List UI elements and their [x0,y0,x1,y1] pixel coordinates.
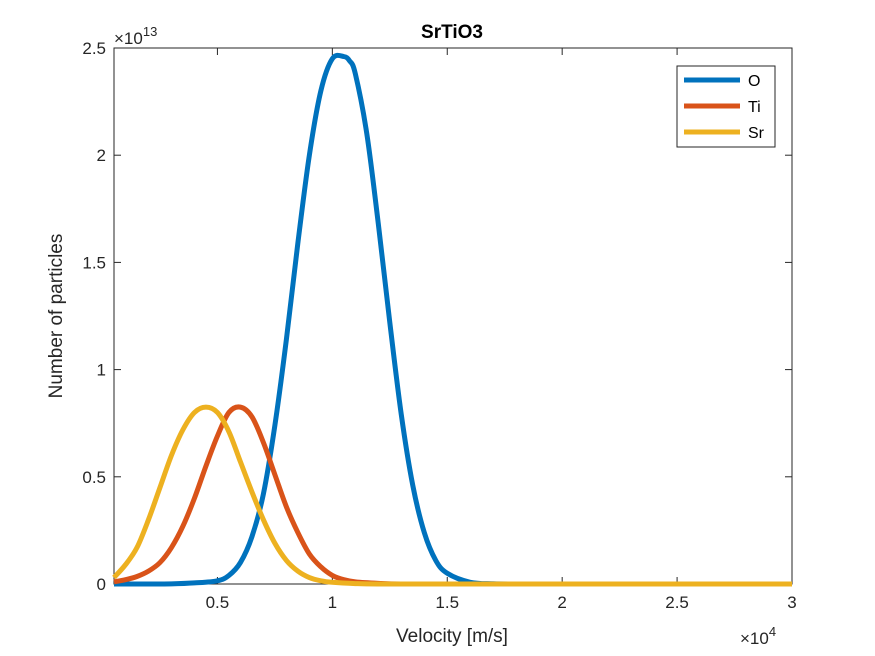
chart-title: SrTiO3 [421,22,483,43]
y-axis-ticks: 0 0.5 1 1.5 2 2.5 [82,39,792,594]
x-multiplier-base: ×10 [740,629,769,648]
y-multiplier-base: ×10 [114,29,143,48]
y-axis-multiplier: ×1013 [114,24,157,48]
x-tick-label: 0.5 [206,593,230,612]
y-tick-label: 1.5 [82,253,106,272]
y-axis-label: Number of particles [46,234,67,399]
legend-label-o: O [748,73,760,90]
svg-text:×104: ×104 [740,624,776,648]
x-axis-label: Velocity [m/s] [396,626,508,647]
series-line-ti [113,404,792,587]
x-multiplier-exponent: 4 [769,624,776,639]
x-tick-label: 3 [787,593,796,612]
y-tick-label: 2.5 [82,39,106,58]
x-tick-label: 2 [557,593,566,612]
x-tick-label: 1 [328,593,337,612]
y-tick-label: 1 [97,361,106,380]
y-tick-label: 0 [97,575,106,594]
y-tick-label: 0.5 [82,468,106,487]
x-tick-label: 2.5 [665,593,689,612]
y-tick-label: 2 [97,146,106,165]
series-layer [112,52,792,587]
svg-text:×1013: ×1013 [114,24,157,48]
y-multiplier-exponent: 13 [143,24,157,39]
x-tick-label: 1.5 [435,593,459,612]
legend-label-sr: Sr [748,125,765,142]
series-line-sr [112,404,792,587]
legend-label-ti: Ti [748,99,761,116]
legend: O Ti Sr [676,65,776,148]
x-axis-multiplier: ×104 [740,624,776,648]
